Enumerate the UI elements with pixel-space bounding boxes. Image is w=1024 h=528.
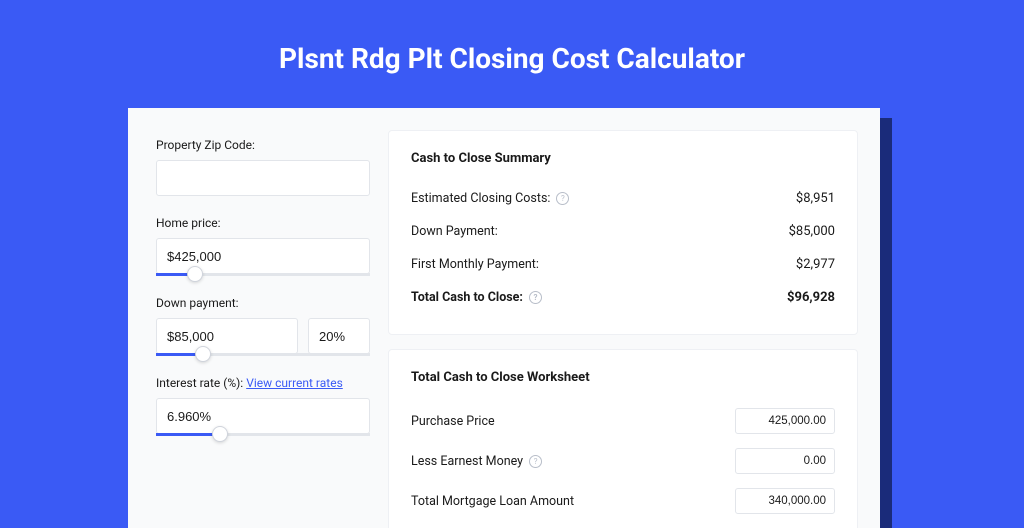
worksheet-row: Less Earnest Money? bbox=[411, 441, 835, 481]
page-title: Plsnt Rdg Plt Closing Cost Calculator bbox=[0, 0, 1024, 103]
down-payment-slider-thumb[interactable] bbox=[195, 346, 211, 362]
summary-row-label: Estimated Closing Costs:? bbox=[411, 191, 569, 206]
summary-row: First Monthly Payment: $2,977 bbox=[411, 248, 835, 281]
worksheet-row-label: Total Mortgage Loan Amount bbox=[411, 494, 574, 509]
worksheet-row-label: Less Earnest Money? bbox=[411, 454, 542, 469]
interest-slider-fill bbox=[156, 433, 220, 436]
summary-row-value: $2,977 bbox=[796, 257, 835, 272]
inputs-column: Property Zip Code: Home price: Down paym… bbox=[128, 108, 388, 528]
summary-row-value: $85,000 bbox=[789, 224, 835, 239]
zip-input[interactable] bbox=[156, 160, 370, 196]
home-price-slider[interactable] bbox=[156, 273, 370, 276]
summary-row: Estimated Closing Costs:? $8,951 bbox=[411, 182, 835, 215]
summary-row: Down Payment: $85,000 bbox=[411, 215, 835, 248]
zip-field-group: Property Zip Code: bbox=[156, 138, 370, 196]
summary-title: Cash to Close Summary bbox=[411, 151, 835, 166]
summary-row-value: $8,951 bbox=[796, 191, 835, 206]
summary-total-value: $96,928 bbox=[787, 290, 835, 305]
zip-label: Property Zip Code: bbox=[156, 138, 370, 152]
worksheet-row: Total Second Mortgage Amount? bbox=[411, 521, 835, 528]
interest-slider[interactable] bbox=[156, 433, 370, 436]
down-payment-label: Down payment: bbox=[156, 296, 370, 310]
down-payment-slider[interactable] bbox=[156, 353, 370, 356]
interest-input[interactable] bbox=[156, 398, 370, 434]
worksheet-value-input[interactable] bbox=[735, 488, 835, 514]
help-icon[interactable]: ? bbox=[556, 192, 569, 205]
help-icon[interactable]: ? bbox=[529, 291, 542, 304]
worksheet-card: Total Cash to Close Worksheet Purchase P… bbox=[388, 349, 858, 528]
interest-slider-thumb[interactable] bbox=[212, 426, 228, 442]
worksheet-value-input[interactable] bbox=[735, 448, 835, 474]
home-price-field-group: Home price: bbox=[156, 216, 370, 276]
summary-total-row: Total Cash to Close: ? $96,928 bbox=[411, 281, 835, 314]
summary-row-label: Down Payment: bbox=[411, 224, 498, 239]
summary-total-label: Total Cash to Close: ? bbox=[411, 290, 542, 305]
worksheet-row: Total Mortgage Loan Amount bbox=[411, 481, 835, 521]
interest-field-group: Interest rate (%): View current rates bbox=[156, 376, 370, 436]
worksheet-row: Purchase Price bbox=[411, 401, 835, 441]
down-payment-input[interactable] bbox=[156, 318, 298, 354]
summary-row-label: First Monthly Payment: bbox=[411, 257, 539, 272]
home-price-slider-thumb[interactable] bbox=[187, 266, 203, 282]
worksheet-row-label: Purchase Price bbox=[411, 414, 495, 429]
worksheet-title: Total Cash to Close Worksheet bbox=[411, 370, 835, 385]
worksheet-value-input[interactable] bbox=[735, 408, 835, 434]
home-price-label: Home price: bbox=[156, 216, 370, 230]
down-payment-field-group: Down payment: bbox=[156, 296, 370, 356]
help-icon[interactable]: ? bbox=[529, 455, 542, 468]
results-column: Cash to Close Summary Estimated Closing … bbox=[388, 108, 880, 528]
calculator-card: Property Zip Code: Home price: Down paym… bbox=[128, 108, 880, 528]
interest-label: Interest rate (%): View current rates bbox=[156, 376, 370, 390]
view-rates-link[interactable]: View current rates bbox=[246, 376, 343, 390]
summary-card: Cash to Close Summary Estimated Closing … bbox=[388, 130, 858, 335]
down-payment-pct-input[interactable] bbox=[308, 318, 370, 354]
